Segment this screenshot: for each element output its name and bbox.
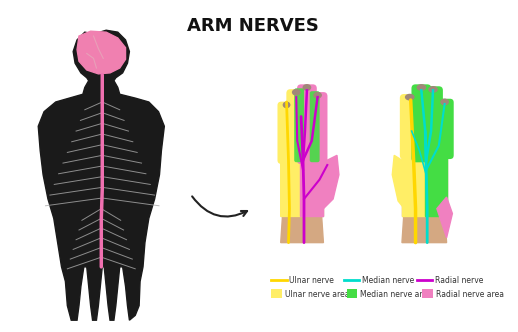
FancyBboxPatch shape bbox=[347, 289, 357, 298]
Polygon shape bbox=[281, 155, 323, 216]
FancyArrowPatch shape bbox=[192, 197, 247, 216]
Text: ARM NERVES: ARM NERVES bbox=[186, 17, 319, 35]
Polygon shape bbox=[281, 213, 323, 243]
FancyBboxPatch shape bbox=[286, 89, 306, 164]
Ellipse shape bbox=[303, 84, 311, 91]
Polygon shape bbox=[402, 155, 425, 216]
Polygon shape bbox=[300, 155, 323, 216]
Text: Median nerve area: Median nerve area bbox=[360, 290, 432, 298]
FancyBboxPatch shape bbox=[308, 92, 327, 164]
Text: Ulnar nerve: Ulnar nerve bbox=[290, 276, 334, 285]
FancyBboxPatch shape bbox=[310, 91, 320, 162]
FancyBboxPatch shape bbox=[411, 84, 431, 162]
Polygon shape bbox=[437, 197, 452, 238]
FancyBboxPatch shape bbox=[422, 289, 433, 298]
Ellipse shape bbox=[283, 102, 291, 108]
Text: Median nerve: Median nerve bbox=[362, 276, 414, 285]
FancyBboxPatch shape bbox=[436, 99, 454, 159]
Ellipse shape bbox=[416, 84, 426, 91]
FancyBboxPatch shape bbox=[271, 289, 282, 298]
Text: Radial nerve: Radial nerve bbox=[435, 276, 483, 285]
FancyBboxPatch shape bbox=[297, 84, 317, 164]
Text: Radial nerve area: Radial nerve area bbox=[436, 290, 504, 298]
Ellipse shape bbox=[292, 89, 300, 96]
FancyBboxPatch shape bbox=[278, 102, 296, 164]
FancyBboxPatch shape bbox=[294, 88, 304, 162]
Polygon shape bbox=[425, 155, 447, 216]
Text: Ulnar nerve area: Ulnar nerve area bbox=[284, 290, 349, 298]
Polygon shape bbox=[402, 213, 447, 243]
Ellipse shape bbox=[405, 94, 414, 101]
Polygon shape bbox=[38, 30, 164, 320]
Polygon shape bbox=[77, 31, 125, 74]
Ellipse shape bbox=[440, 99, 449, 105]
Polygon shape bbox=[281, 155, 302, 216]
Ellipse shape bbox=[428, 86, 438, 93]
Polygon shape bbox=[402, 155, 447, 216]
FancyBboxPatch shape bbox=[423, 86, 443, 161]
FancyBboxPatch shape bbox=[400, 94, 420, 159]
Polygon shape bbox=[392, 155, 412, 210]
Polygon shape bbox=[315, 155, 339, 209]
Ellipse shape bbox=[313, 92, 322, 99]
